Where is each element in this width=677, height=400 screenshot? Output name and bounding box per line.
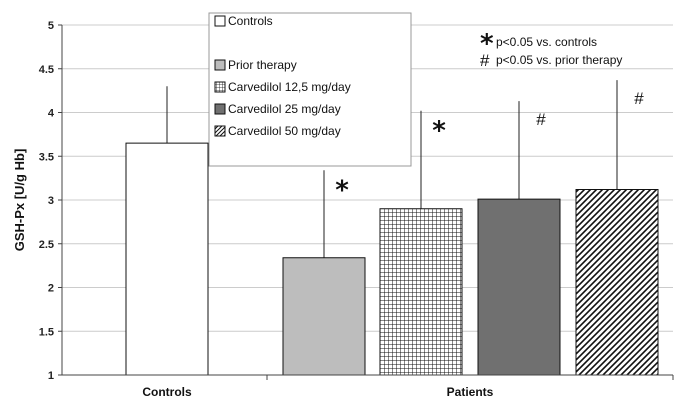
legend-box	[208, 12, 412, 167]
x-group-label: Patients	[447, 385, 494, 399]
bar	[477, 198, 561, 376]
legend-swatch	[214, 59, 226, 71]
bar	[575, 189, 659, 376]
significance-hash: #	[536, 110, 546, 129]
note-symbol-hash: #	[480, 51, 490, 70]
significance-markers: * * # #	[335, 89, 644, 205]
legend-label: Carvedilol 50 mg/day	[228, 124, 341, 138]
y-tick-label: 4.5	[39, 64, 54, 76]
bar	[379, 208, 463, 376]
legend-swatch	[214, 125, 226, 137]
significance-star: *	[432, 116, 446, 146]
significance-star: *	[335, 175, 349, 205]
y-tick-label: 1	[48, 370, 54, 382]
note-symbol-star: *	[480, 29, 494, 59]
bar	[282, 257, 366, 376]
significance-notes: * p<0.05 vs. controls # p<0.05 vs. prior th…	[480, 29, 622, 70]
note-text: p<0.05 vs. prior therapy	[496, 53, 622, 67]
bars	[125, 142, 659, 376]
significance-hash: #	[634, 89, 644, 108]
legend: Controls Prior therapy Carvedilol 12,5 mg/…	[208, 12, 412, 167]
legend-label: Prior therapy	[228, 58, 297, 72]
legend-label: Carvedilol 12,5 mg/day	[228, 80, 351, 94]
legend-swatch	[214, 81, 226, 93]
legend-label: Carvedilol 25 mg/day	[228, 102, 341, 116]
legend-label: Controls	[228, 14, 273, 28]
x-group-label: Controls	[142, 385, 192, 399]
bar	[125, 142, 209, 376]
y-tick-label: 1.5	[39, 326, 54, 338]
axes: 1 1.5 2 2.5 3 3.5 4 4.5 5 Controls Patients	[39, 20, 674, 399]
y-tick-label: 2.5	[39, 239, 54, 251]
y-tick-label: 3	[48, 195, 54, 207]
y-tick-label: 3.5	[39, 151, 54, 163]
y-tick-label: 2	[48, 283, 54, 295]
y-axis-title: GSH-Px [U/g Hb]	[12, 149, 27, 252]
error-bars	[166, 80, 618, 258]
y-tick-label: 4	[48, 108, 55, 120]
y-tick-label: 5	[48, 20, 54, 32]
legend-swatch	[214, 103, 226, 115]
note-text: p<0.05 vs. controls	[496, 35, 597, 49]
legend-swatch	[214, 15, 226, 27]
